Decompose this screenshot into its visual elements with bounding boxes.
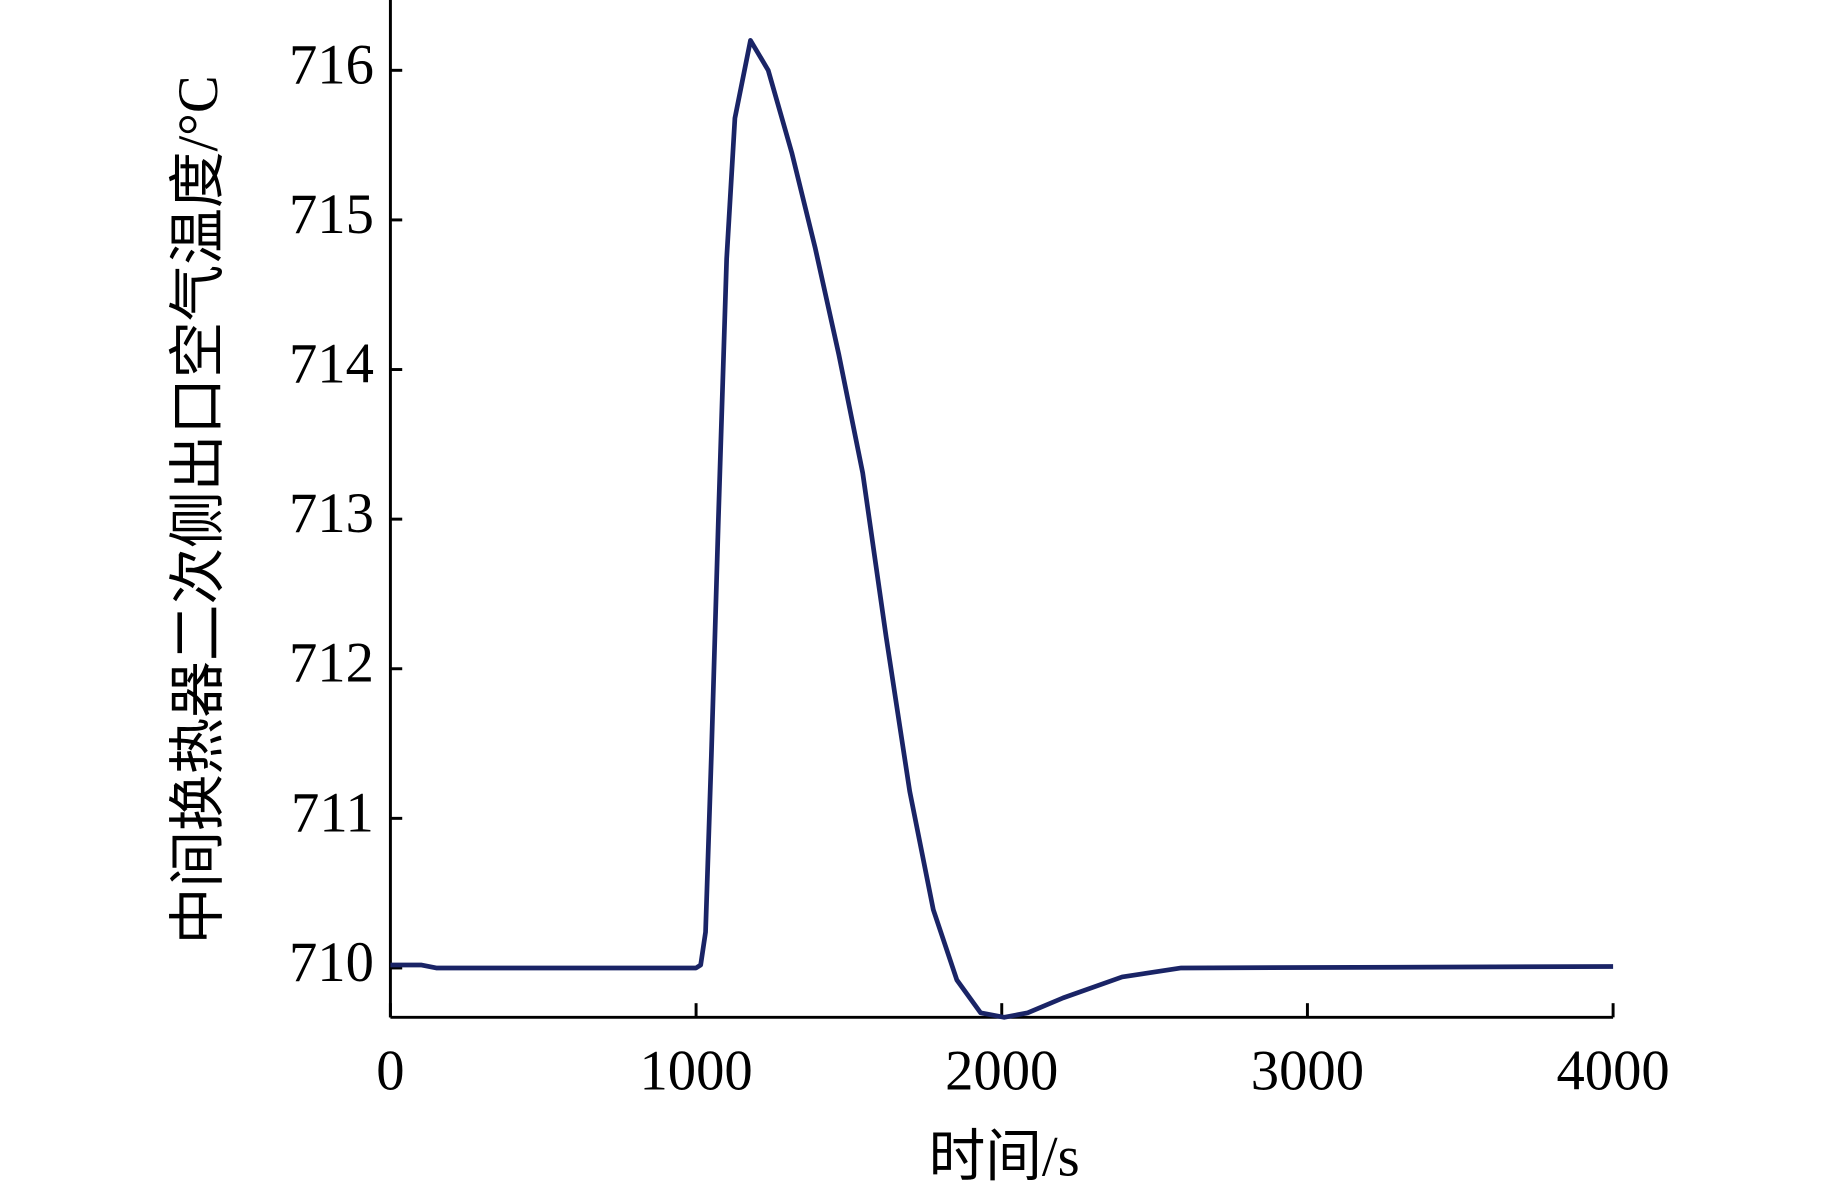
y-tick-label: 712 [289, 633, 374, 695]
x-tick-label: 2000 [945, 1040, 1058, 1102]
x-tick-label: 3000 [1251, 1040, 1364, 1102]
x-axis-label: 时间/s [929, 1126, 1080, 1188]
x-tick-label: 1000 [639, 1040, 752, 1102]
y-axis-label: 中间换热器二次侧出口空气温度/°C [168, 75, 230, 944]
x-tick-label: 0 [376, 1040, 404, 1102]
y-tick-label: 715 [289, 184, 374, 246]
x-tick-label: 4000 [1556, 1040, 1669, 1102]
y-tick-label: 710 [289, 932, 374, 994]
y-tick-label: 713 [289, 483, 374, 545]
y-tick-label: 716 [289, 34, 374, 96]
data-line [390, 38, 1614, 1020]
y-tick-label: 714 [289, 334, 374, 396]
y-tick-label: 711 [291, 782, 374, 844]
